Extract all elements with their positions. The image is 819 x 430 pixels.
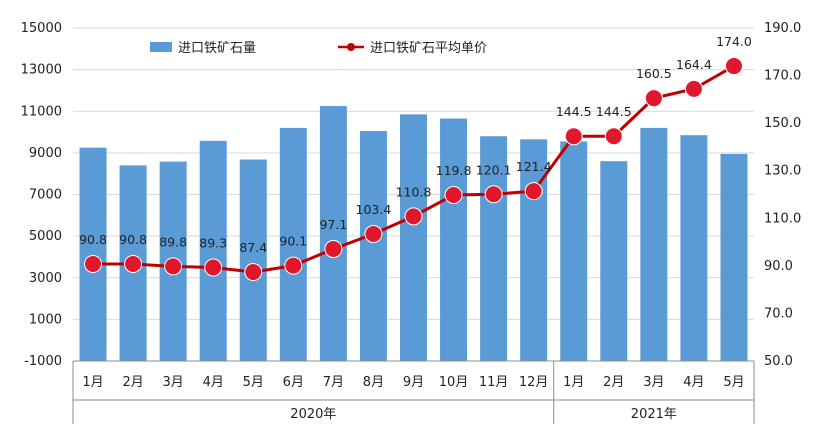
- right-axis: 50.0 70.0 90.0 110.0 130.0 150.0 170.0 190.0: [764, 21, 801, 369]
- left-axis-tick-label: 11000: [21, 104, 62, 119]
- data-label: 90.1: [279, 234, 307, 249]
- line-point: [244, 263, 263, 282]
- bar: [279, 127, 307, 362]
- data-label: 144.5: [556, 104, 592, 119]
- line-point: [124, 254, 143, 273]
- left-axis-tick-label: -1000: [24, 354, 62, 369]
- bar: [199, 140, 227, 361]
- legend-line-label: 进口铁矿石平均单价: [370, 41, 487, 56]
- line-point: [684, 79, 703, 98]
- line-point: [204, 258, 223, 277]
- data-label: 90.8: [119, 232, 147, 247]
- line-point: [164, 257, 183, 276]
- bar: [400, 114, 427, 361]
- x-axis: 1月 2月 3月 4月 5月 6月 7月 8月 9月 10月 11月 12月 1月 2月 3月 4月 5月 202…: [72, 360, 755, 424]
- x-axis-tick-label: 6月: [283, 375, 304, 390]
- bar: [319, 106, 347, 361]
- bar: [440, 118, 468, 361]
- right-axis-tick-label: 130.0: [764, 164, 801, 179]
- line-point: [484, 185, 503, 204]
- bar: [79, 147, 107, 361]
- left-axis-tick-label: 3000: [29, 271, 62, 286]
- line-point: [604, 127, 623, 146]
- line-point: [404, 207, 423, 226]
- legend: 进口铁矿石量 进口铁矿石平均单价: [150, 41, 487, 56]
- x-axis-tick-label: 10月: [439, 375, 469, 390]
- line-point: [364, 224, 383, 243]
- left-axis-tick-label: 9000: [29, 146, 62, 161]
- left-axis-tick-label: 1000: [29, 312, 62, 327]
- line-point: [644, 89, 663, 108]
- data-label: 89.3: [199, 236, 227, 251]
- bar: [680, 135, 708, 361]
- line-point: [724, 57, 743, 76]
- x-axis-tick-label: 9月: [403, 375, 424, 390]
- line-point: [84, 254, 103, 273]
- bar: [600, 161, 628, 361]
- line-point: [444, 185, 463, 204]
- x-axis-tick-label: 2月: [603, 375, 624, 390]
- bar: [480, 136, 508, 361]
- bar: [359, 131, 387, 361]
- x-axis-tick-label: 11月: [479, 375, 509, 390]
- right-axis-tick-label: 50.0: [764, 354, 793, 369]
- data-label: 174.0: [716, 34, 752, 49]
- line-point: [524, 182, 543, 201]
- data-label: 87.4: [239, 240, 267, 255]
- left-axis-tick-label: 7000: [29, 188, 62, 203]
- data-label: 121.4: [516, 159, 552, 174]
- left-axis-tick-label: 13000: [21, 63, 62, 78]
- data-label: 160.5: [636, 66, 672, 81]
- line-point: [324, 239, 343, 258]
- line-point: [284, 256, 303, 275]
- bar: [560, 141, 588, 361]
- bar: [720, 153, 748, 361]
- data-label: 120.1: [476, 162, 512, 177]
- left-axis-tick-label: 15000: [21, 21, 62, 36]
- bar: [239, 159, 267, 361]
- right-axis-tick-label: 90.0: [764, 259, 793, 274]
- legend-bar-swatch: [150, 42, 172, 52]
- data-label: 119.8: [436, 163, 472, 178]
- x-axis-tick-label: 4月: [203, 375, 224, 390]
- data-label: 164.4: [676, 57, 712, 72]
- data-label: 97.1: [319, 217, 347, 232]
- x-axis-tick-label: 5月: [243, 375, 264, 390]
- data-label: 103.4: [356, 202, 392, 217]
- x-axis-group-label: 2021年: [631, 407, 677, 422]
- left-axis-tick-label: 5000: [29, 229, 62, 244]
- legend-line-marker: [347, 43, 355, 51]
- x-axis-tick-label: 2月: [122, 375, 143, 390]
- right-axis-tick-label: 190.0: [764, 21, 801, 36]
- data-label: 89.8: [159, 234, 187, 249]
- right-axis-tick-label: 70.0: [764, 306, 793, 321]
- x-axis-tick-label: 7月: [323, 375, 344, 390]
- right-axis-tick-label: 110.0: [764, 211, 801, 226]
- bar: [640, 127, 668, 362]
- x-axis-tick-label: 12月: [519, 375, 549, 390]
- right-axis-tick-label: 170.0: [764, 69, 801, 84]
- x-axis-tick-label: 8月: [363, 375, 384, 390]
- x-axis-tick-label: 4月: [683, 375, 704, 390]
- x-axis-group-label: 2020年: [290, 407, 336, 422]
- left-axis: -1000 1000 3000 5000 7000 9000 11000 13000 15000: [21, 21, 62, 369]
- x-axis-tick-label: 3月: [643, 375, 664, 390]
- data-label: 110.8: [396, 184, 432, 199]
- legend-bar-label: 进口铁矿石量: [178, 41, 256, 56]
- right-axis-tick-label: 150.0: [764, 116, 801, 131]
- x-axis-tick-label: 3月: [163, 375, 184, 390]
- data-label: 90.8: [79, 232, 107, 247]
- line-point: [564, 127, 583, 146]
- x-axis-tick-label: 5月: [723, 375, 744, 390]
- line-series: [84, 57, 743, 282]
- x-axis-tick-label: 1月: [563, 375, 584, 390]
- x-axis-tick-label: 1月: [82, 375, 103, 390]
- data-label: 144.5: [596, 104, 632, 119]
- data-labels: 90.8 90.8 89.8 89.3 87.4 90.1 97.1 103.4 110.8 11…: [79, 34, 752, 255]
